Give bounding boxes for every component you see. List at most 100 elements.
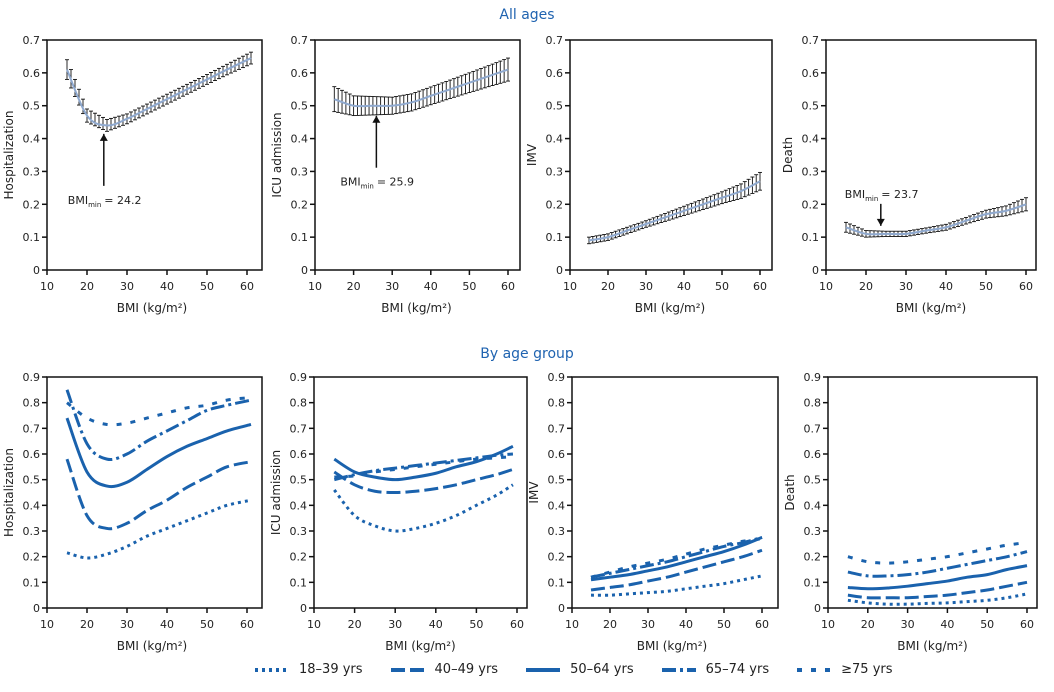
y-axis-label: Hospitalization	[2, 448, 16, 537]
y-tick-label: 0.1	[290, 576, 308, 589]
x-tick-label: 10	[821, 618, 835, 631]
annotation-bmi-min: BMImin = 23.7	[845, 188, 919, 203]
x-tick-label: 40	[429, 618, 443, 631]
x-tick-label: 50	[715, 280, 729, 293]
annotation-subscript: min	[88, 201, 101, 209]
legend-item: 40–49 yrs	[390, 662, 498, 677]
plot-frame	[46, 376, 263, 609]
y-tick-label: 0	[301, 264, 308, 277]
x-tick-label: 40	[160, 280, 174, 293]
y-tick-label: 0.1	[548, 576, 566, 589]
y-tick-label: 0	[814, 602, 821, 615]
y-tick-label: 0.6	[290, 448, 308, 461]
chart-panel-2: 0 0.1 0.2 0.3 0.4 0.5 0.6 0.7 10 20 30 40 50 60 BMI (k…	[525, 34, 773, 315]
series-line-2	[847, 564, 1028, 591]
estimate-line	[588, 180, 761, 242]
x-tick-label: 20	[347, 280, 361, 293]
series-line-4	[590, 537, 763, 579]
series-line-4	[847, 541, 1028, 565]
y-axis-label: Death	[783, 474, 797, 510]
y-tick-label: 0.2	[546, 198, 564, 211]
y-tick-label: 0.4	[290, 499, 308, 512]
y-tick-label: 0	[300, 602, 307, 615]
x-tick-label: 10	[308, 280, 322, 293]
legend-swatch-3	[661, 667, 696, 672]
x-tick-label: 40	[424, 280, 438, 293]
plot-frame	[571, 376, 779, 609]
y-axis-label: IMV	[525, 143, 539, 166]
y-tick-label: 0	[33, 264, 40, 277]
y-axis-label: Hospitalization	[2, 111, 16, 200]
x-tick-label: 50	[469, 618, 483, 631]
legend-label: 65–74 yrs	[705, 662, 770, 677]
y-tick-label: 0.6	[548, 448, 566, 461]
y-tick-label: 0.1	[802, 231, 820, 244]
y-tick-label: 0.3	[290, 525, 308, 538]
y-tick-label: 0.7	[548, 422, 566, 435]
plot-frame	[314, 39, 521, 271]
x-tick-label: 50	[462, 280, 476, 293]
y-tick-label: 0.9	[804, 371, 822, 384]
y-tick-label: 0.1	[546, 231, 564, 244]
error-bar	[844, 221, 848, 233]
y-tick-label: 0.5	[548, 474, 566, 487]
y-tick-label: 0.6	[804, 448, 822, 461]
x-tick-label: 30	[641, 618, 655, 631]
legend-swatch-4	[797, 667, 832, 672]
x-tick-label: 20	[80, 618, 94, 631]
estimate-line	[845, 203, 1027, 236]
chart-panel-3: 0 0.1 0.2 0.3 0.4 0.5 0.6 0.7 10 20 30 40 50 60 BMI (k…	[781, 34, 1037, 315]
x-tick-label: 20	[601, 280, 615, 293]
x-tick-label: 30	[120, 618, 134, 631]
x-tick-label: 50	[980, 618, 994, 631]
chart-panel-6: 0 0.1 0.2 0.3 0.4 0.5 0.6 0.7 0.8 0.9 10 20 30 40 50 60…	[527, 371, 779, 653]
x-axis-label: BMI (kg/m²)	[117, 639, 187, 653]
error-bar	[332, 86, 337, 113]
plot-frame	[825, 39, 1037, 271]
y-tick-label: 0.9	[290, 371, 308, 384]
y-tick-label: 0.1	[23, 231, 41, 244]
error-bar	[89, 110, 93, 125]
legend-swatch-2	[526, 667, 561, 672]
annotation-value: = 23.7	[881, 188, 918, 201]
series-line-4	[66, 396, 252, 427]
annotation-text: BMI	[68, 194, 88, 207]
series-line-0	[66, 498, 252, 560]
y-tick-label: 0.8	[548, 397, 566, 410]
x-tick-label: 60	[501, 280, 515, 293]
y-tick-label: 0.5	[291, 100, 309, 113]
x-tick-label: 20	[348, 618, 362, 631]
legend-swatch-1	[390, 667, 425, 672]
legend-item: ≥75 yrs	[797, 662, 893, 677]
y-tick-label: 0.7	[23, 34, 41, 47]
x-tick-label: 50	[717, 618, 731, 631]
legend-item: 50–64 yrs	[526, 662, 634, 677]
y-tick-label: 0.4	[291, 133, 309, 146]
y-axis-label: ICU admission	[269, 450, 283, 535]
y-tick-label: 0.2	[291, 198, 309, 211]
series-line-1	[847, 580, 1028, 600]
x-tick-label: 20	[861, 618, 875, 631]
error-bar	[113, 116, 117, 129]
y-tick-label: 0.2	[802, 198, 820, 211]
y-tick-label: 0.4	[548, 499, 566, 512]
x-tick-label: 10	[40, 280, 54, 293]
annotation-text: BMI	[340, 176, 360, 189]
y-tick-label: 0.6	[291, 67, 309, 80]
y-tick-label: 0.5	[290, 474, 308, 487]
x-tick-label: 10	[40, 618, 54, 631]
series-line-0	[590, 574, 763, 597]
y-tick-label: 0.3	[23, 525, 41, 538]
x-tick-label: 30	[639, 280, 653, 293]
y-tick-label: 0.9	[548, 371, 566, 384]
y-tick-label: 0.9	[23, 371, 41, 384]
y-tick-label: 0.2	[23, 551, 41, 564]
y-axis-label: ICU admission	[270, 112, 284, 197]
annotation-subscript: min	[865, 195, 878, 203]
x-axis-label: BMI (kg/m²)	[117, 301, 187, 315]
x-tick-label: 60	[510, 618, 524, 631]
chart-panel-5: 0 0.1 0.2 0.3 0.4 0.5 0.6 0.7 0.8 0.9 10 20 30 40 50 60…	[269, 371, 528, 653]
y-tick-label: 0.7	[291, 34, 309, 47]
x-tick-label: 60	[240, 618, 254, 631]
error-bar	[101, 116, 105, 130]
